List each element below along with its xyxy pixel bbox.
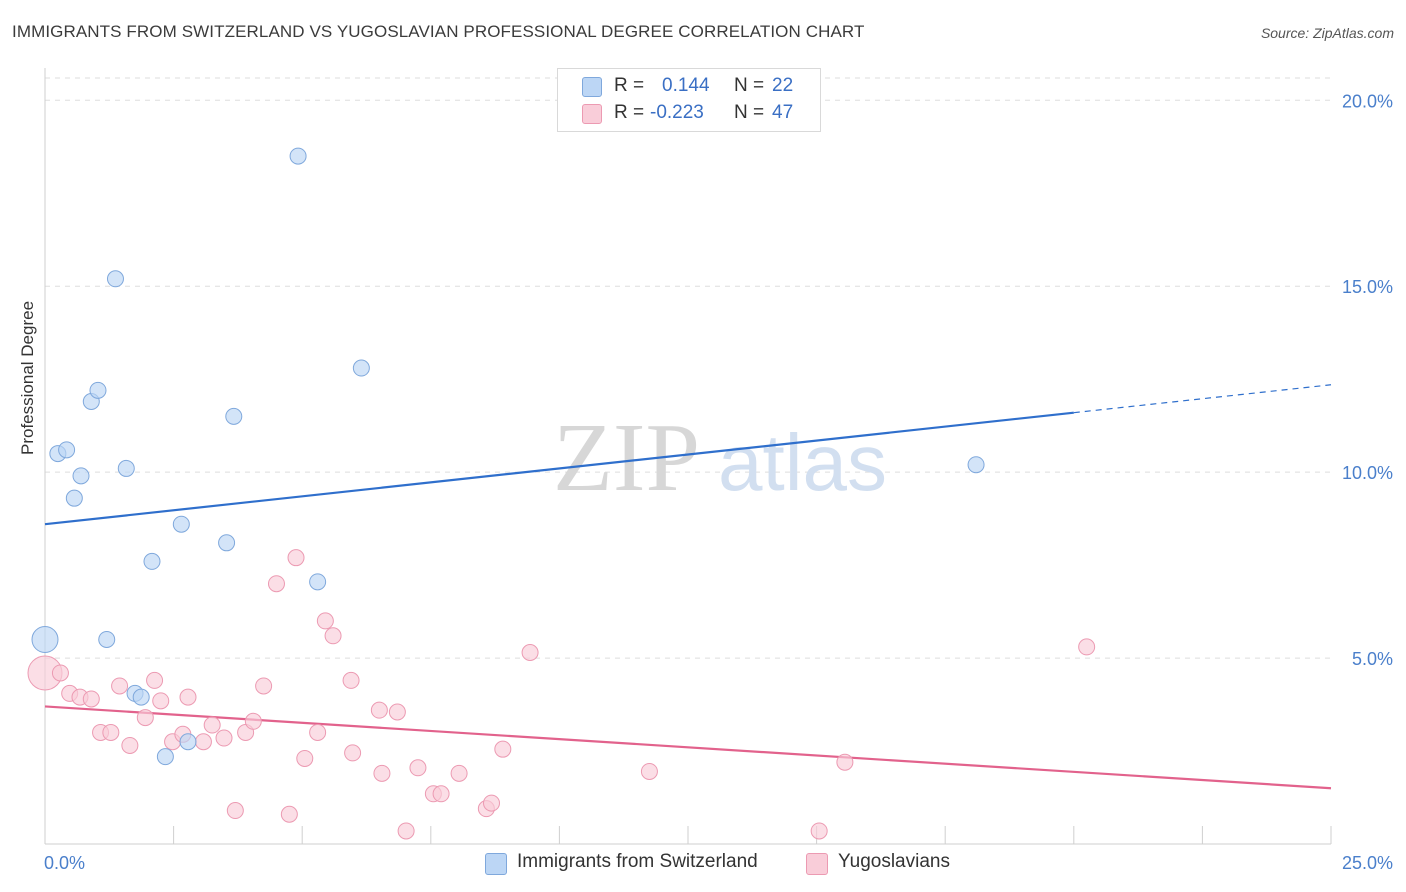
data-point-pink (146, 671, 164, 689)
data-point-pink (215, 729, 233, 747)
data-point-pink (179, 688, 197, 706)
data-point-blue (309, 573, 327, 591)
data-point-pink (296, 749, 314, 767)
watermark-zip: ZIP (553, 404, 700, 512)
data-point-blue (132, 688, 150, 706)
data-point-pink (388, 703, 406, 721)
data-point-blue (31, 625, 59, 653)
data-point-pink (51, 664, 69, 682)
data-point-blue (98, 630, 116, 648)
data-point-pink (267, 575, 285, 593)
data-point-pink (836, 753, 854, 771)
legend-swatch-blue (582, 77, 602, 97)
data-point-blue (352, 359, 370, 377)
data-point-pink (136, 709, 154, 727)
data-point-blue (172, 515, 190, 533)
legend-r-value: 0.144 (662, 75, 710, 96)
correlation-legend: R = 0.144 N = 22 R = -0.223 N = 47 (557, 68, 821, 132)
data-point-pink (370, 701, 388, 719)
data-point-blue (117, 459, 135, 477)
data-point-blue (143, 552, 161, 570)
data-point-blue (218, 534, 236, 552)
data-point-pink (255, 677, 273, 695)
data-point-pink (203, 716, 221, 734)
data-points (27, 147, 1096, 840)
grid (45, 77, 1331, 659)
data-point-pink (309, 723, 327, 741)
data-point-blue (289, 147, 307, 165)
data-point-pink (82, 690, 100, 708)
data-point-blue (225, 407, 243, 425)
data-point-pink (1078, 638, 1096, 656)
data-point-pink (194, 733, 212, 751)
data-point-pink (111, 677, 129, 695)
data-point-pink (640, 762, 658, 780)
data-point-pink (432, 785, 450, 803)
legend-r-label: R = (614, 75, 645, 96)
source-label: Source: ZipAtlas.com (1260, 25, 1394, 41)
data-point-pink (287, 549, 305, 567)
data-point-pink (482, 794, 500, 812)
y-tick-label: 5.0% (1352, 649, 1393, 669)
data-point-blue (89, 381, 107, 399)
trend-line-pink (44, 705, 1332, 790)
x-tick-label: 0.0% (44, 853, 85, 873)
x-tick-label: 25.0% (1342, 853, 1393, 873)
legend-swatch-pink (806, 853, 828, 875)
data-point-pink (280, 805, 298, 823)
data-point-pink (102, 723, 120, 741)
legend-n-label: N = (734, 75, 765, 96)
legend-n-value: 47 (772, 102, 794, 123)
legend-r-value: -0.223 (650, 102, 704, 123)
data-point-blue (65, 489, 83, 507)
data-point-pink (342, 671, 360, 689)
data-point-blue (156, 748, 174, 766)
data-point-pink (244, 712, 262, 730)
legend-n-label: N = (734, 102, 765, 123)
legend-r-label: R = (614, 102, 645, 123)
data-point-blue (106, 270, 124, 288)
legend-n-value: 22 (772, 75, 794, 96)
data-point-blue (967, 456, 985, 474)
y-tick-label: 15.0% (1342, 277, 1393, 297)
y-tick-label: 20.0% (1342, 91, 1393, 111)
data-point-blue (72, 467, 90, 485)
chart-title: IMMIGRANTS FROM SWITZERLAND VS YUGOSLAVI… (12, 22, 865, 41)
y-tick-label: 10.0% (1342, 463, 1393, 483)
trend-line-blue (44, 411, 1074, 526)
legend-swatch-blue (485, 853, 507, 875)
data-point-pink (450, 764, 468, 782)
legend-label: Immigrants from Switzerland (517, 851, 758, 872)
axes (44, 68, 1332, 845)
data-point-pink (521, 644, 539, 661)
data-point-pink (324, 627, 342, 645)
tick-labels: 5.0% 10.0% 15.0% 20.0% 0.0% 25.0% (44, 91, 1393, 873)
data-point-pink (226, 802, 244, 820)
data-point-pink (316, 612, 334, 630)
data-point-pink (397, 822, 415, 840)
data-point-blue (58, 441, 76, 459)
data-point-pink (152, 692, 170, 710)
data-point-pink (373, 764, 391, 782)
y-axis-label: Professional Degree (18, 300, 37, 455)
data-point-pink (121, 736, 139, 754)
legend-label: Yugoslavians (838, 851, 950, 872)
watermark-atlas: atlas (718, 418, 887, 507)
watermark: ZIP atlas (553, 404, 887, 512)
data-point-blue (179, 733, 197, 751)
data-point-pink (494, 740, 512, 758)
data-point-pink (344, 744, 362, 762)
data-point-pink (810, 822, 828, 840)
data-point-pink (409, 759, 427, 777)
trend-line-extension-blue (1073, 384, 1332, 414)
legend-swatch-pink (582, 104, 602, 124)
